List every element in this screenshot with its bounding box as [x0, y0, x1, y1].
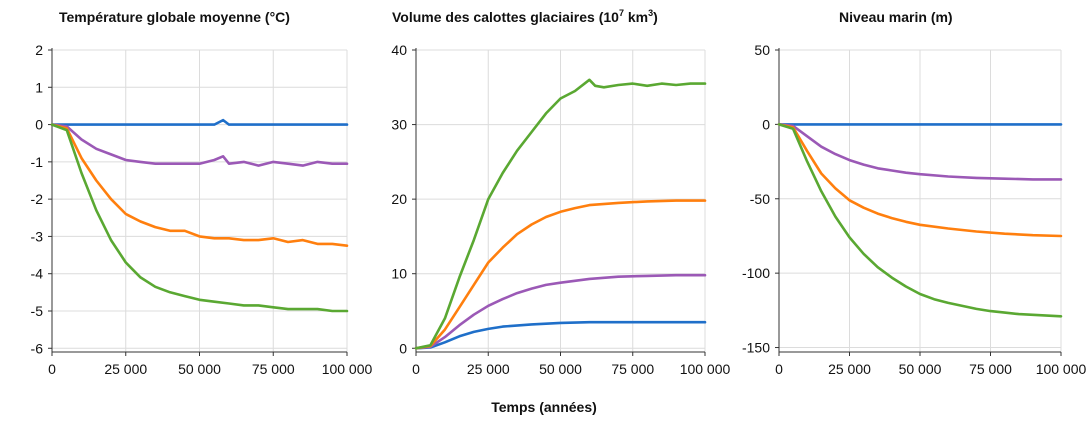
y-tick-label: 20: [391, 191, 407, 207]
x-tick-label: 75 000: [252, 361, 295, 377]
plot-area-ice-volume: 40 30 20 10 00 25 000 50 000 75 000 100 000: [391, 42, 730, 377]
x-tick-label: 100 000: [680, 361, 731, 377]
series-line-orange: [50, 123, 349, 247]
x-tick-label: 50 000: [539, 361, 582, 377]
y-tick-label: 40: [391, 42, 407, 58]
x-tick-label: 25 000: [104, 361, 147, 377]
y-tick-label: -150: [742, 340, 770, 356]
x-tick-label: 75 000: [969, 361, 1012, 377]
x-tick-label: 0: [48, 361, 56, 377]
y-tick-label: 0: [762, 116, 770, 132]
x-tick-label: 100 000: [1036, 361, 1086, 377]
y-tick-label: 0: [399, 340, 407, 356]
x-tick-label: 0: [412, 361, 420, 377]
series-line-blue: [50, 118, 349, 126]
y-tick-label: 10: [391, 266, 407, 282]
y-tick-label: -50: [750, 191, 770, 207]
series-line-green: [414, 78, 707, 350]
y-tick-label: 30: [391, 117, 407, 133]
panel-ice-volume: Volume des calottes glaciaires (107 km3): [392, 8, 658, 25]
x-tick-label: 50 000: [899, 361, 942, 377]
y-tick-label: -2: [31, 191, 44, 207]
series-line-purple: [414, 273, 707, 350]
x-tick-label: 50 000: [178, 361, 221, 377]
series-line-blue: [414, 320, 707, 350]
y-tick-label: -1: [31, 154, 44, 170]
series-line-green: [777, 123, 1063, 318]
series-line-orange: [777, 123, 1063, 238]
x-tick-label: 75 000: [611, 361, 654, 377]
x-tick-label: 100 000: [322, 361, 373, 377]
x-tick-label: 25 000: [828, 361, 871, 377]
series-line-orange: [414, 199, 707, 350]
y-tick-label: -100: [742, 265, 770, 281]
y-tick-label: -6: [31, 340, 44, 356]
panel-title-temperature: Température globale moyenne (°C): [59, 9, 290, 25]
y-tick-label: 0: [35, 117, 43, 133]
panel-temperature: Température globale moyenne (°C): [59, 9, 290, 25]
panel-sea-level: Niveau marin (m): [839, 9, 953, 25]
plot-areas: 210-1-2-3-4-5-60 25 000 50 000 75 000 100 00…: [31, 42, 1086, 377]
y-tick-label: 50: [754, 42, 770, 58]
y-tick-label: 1: [35, 79, 43, 95]
y-tick-label: -4: [31, 266, 44, 282]
y-tick-label: -3: [31, 228, 44, 244]
x-tick-label: 0: [775, 361, 783, 377]
plot-area-temperature: 210-1-2-3-4-5-60 25 000 50 000 75 000 100 00…: [31, 42, 373, 377]
panel-title-sea-level: Niveau marin (m): [839, 9, 953, 25]
y-tick-label: -5: [31, 303, 44, 319]
plot-area-sea-level: 50 0 -50 -100 -150 0 25 000 50 000 75 000 100 000: [742, 42, 1086, 377]
x-tick-label: 25 000: [467, 361, 510, 377]
series-line-purple: [777, 123, 1063, 181]
shared-x-axis-label: Temps (années): [491, 399, 597, 415]
panel-title-ice-volume: Volume des calottes glaciaires (107 km3): [392, 8, 658, 25]
y-tick-label: 2: [35, 42, 43, 58]
series-line-green: [50, 123, 349, 313]
series-line-purple: [50, 123, 349, 167]
